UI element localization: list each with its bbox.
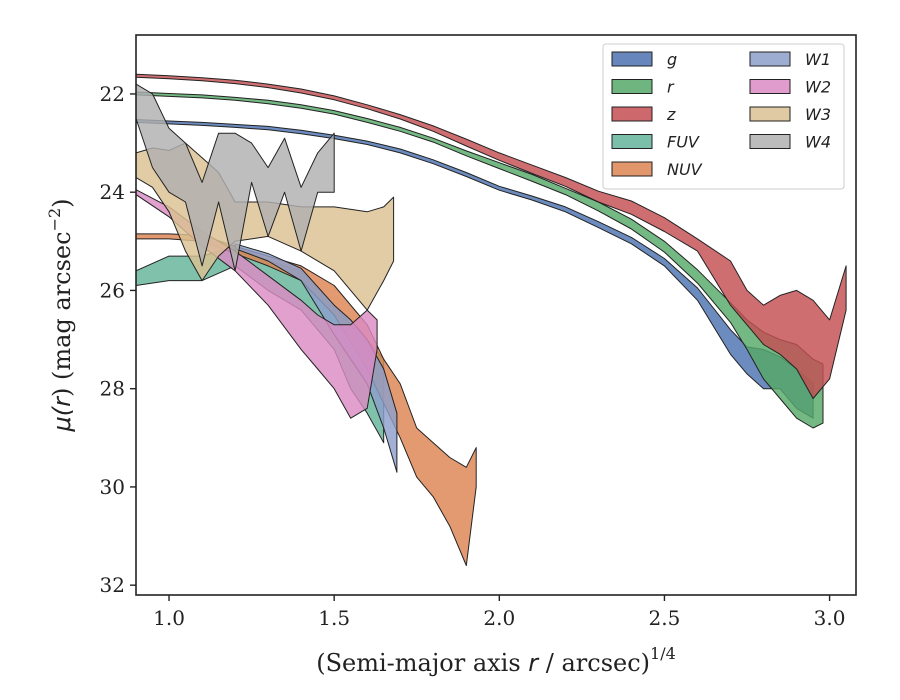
y-tick-label: 24: [100, 180, 125, 204]
y-tick-label: 22: [100, 82, 125, 106]
y-axis: 22 24 26 28 30 32: [100, 82, 136, 597]
legend: grz FUV NUV W1 W2 W3 W4: [602, 43, 845, 190]
legend-swatch-g: [611, 51, 653, 67]
legend-swatch-z: [611, 106, 653, 122]
series-band-nuv: [136, 233, 477, 566]
series-band-z: [136, 73, 847, 399]
x-tick-label: 1.0: [153, 606, 185, 630]
legend-swatch-w1: [749, 51, 791, 67]
y-tick-label: 28: [100, 377, 125, 401]
legend-label-w3: W3: [805, 105, 831, 124]
x-axis-label: (Semi-major axis r / arcsec)1/4: [316, 644, 676, 677]
legend-swatch-w4: [749, 134, 791, 149]
legend-swatch-w2: [749, 79, 791, 94]
y-tick-label: 32: [100, 573, 125, 597]
x-tick-label: 3.0: [814, 606, 846, 630]
legend-swatch-nuv: [611, 161, 653, 177]
legend-label-nuv: NUV: [667, 160, 703, 179]
legend-label-z: z: [666, 105, 676, 124]
x-tick-label: 2.0: [483, 606, 515, 630]
plot-frame: [135, 34, 857, 596]
series-layer: [136, 73, 847, 566]
legend-label-w1: W1: [805, 50, 831, 69]
legend-label-r: r: [667, 78, 675, 97]
series-band-r: [136, 91, 824, 429]
x-tick-label: 2.5: [649, 606, 681, 630]
y-axis-label: μ(r) (mag arcsec−2): [45, 198, 76, 432]
legend-label-g: g: [667, 50, 677, 69]
series-band-w2: [136, 189, 378, 419]
series-band-w4: [136, 83, 335, 272]
legend-swatch-w3: [749, 106, 791, 122]
legend-label-fuv: FUV: [667, 133, 700, 152]
legend-swatch-r: [611, 79, 653, 94]
x-tick-label: 1.5: [318, 606, 350, 630]
legend-label-w4: W4: [805, 133, 831, 152]
x-axis: 1.0 1.5 2.0 2.5 3.0: [153, 595, 845, 630]
y-tick-label: 30: [100, 475, 125, 499]
y-tick-label: 26: [100, 278, 125, 302]
legend-swatch-fuv: [611, 134, 653, 149]
legend-label-w2: W2: [805, 78, 831, 97]
